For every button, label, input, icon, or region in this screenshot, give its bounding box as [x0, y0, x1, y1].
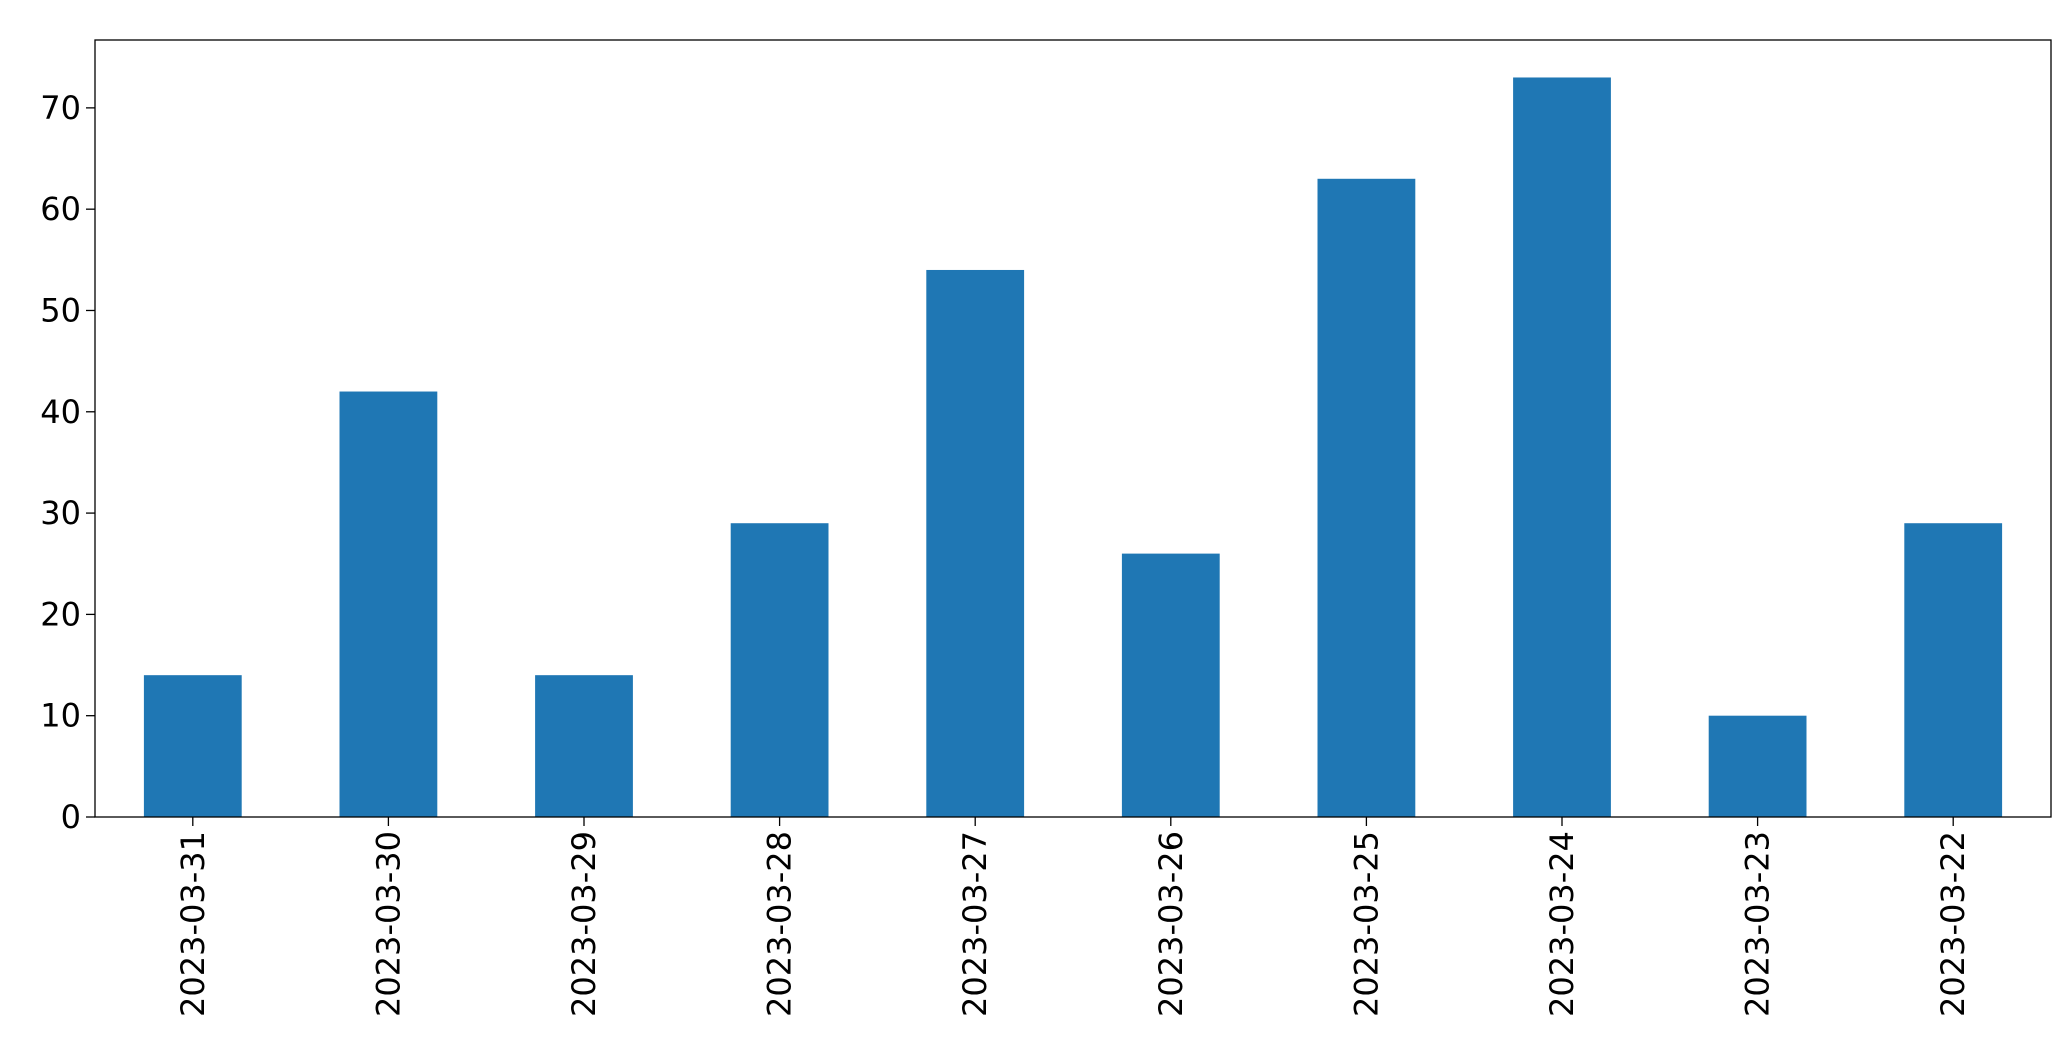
- x-tick-label: 2023-03-24: [1543, 831, 1581, 1017]
- bar: [339, 391, 438, 817]
- x-tick-label: 2023-03-31: [174, 831, 212, 1017]
- y-tick-label: 50: [40, 291, 81, 329]
- x-tick-label: 2023-03-30: [369, 831, 407, 1017]
- bar: [1317, 178, 1416, 817]
- y-tick-label: 20: [40, 595, 81, 633]
- bar: [926, 269, 1025, 817]
- bar: [143, 675, 242, 817]
- x-tick-label: 2023-03-28: [761, 831, 799, 1017]
- bar: [535, 675, 633, 817]
- y-tick-label: 30: [40, 494, 81, 532]
- y-tick-label: 60: [40, 190, 81, 228]
- x-tick-label: 2023-03-27: [956, 831, 994, 1017]
- bar: [1708, 715, 1807, 817]
- bar: [1513, 77, 1611, 817]
- x-tick-label: 2023-03-25: [1347, 831, 1385, 1017]
- bar: [1121, 553, 1220, 817]
- bar: [1904, 523, 2003, 817]
- x-tick-label: 2023-03-22: [1934, 831, 1972, 1017]
- x-tick-label: 2023-03-29: [565, 831, 603, 1017]
- y-tick-label: 10: [40, 697, 81, 735]
- y-tick-label: 40: [40, 393, 81, 431]
- x-tick-label: 2023-03-26: [1152, 831, 1190, 1017]
- x-tick-label: 2023-03-23: [1739, 831, 1777, 1017]
- bar: [730, 523, 829, 817]
- y-tick-label: 70: [40, 89, 81, 127]
- y-tick-label: 0: [61, 798, 81, 836]
- plot-frame: [94, 39, 2052, 818]
